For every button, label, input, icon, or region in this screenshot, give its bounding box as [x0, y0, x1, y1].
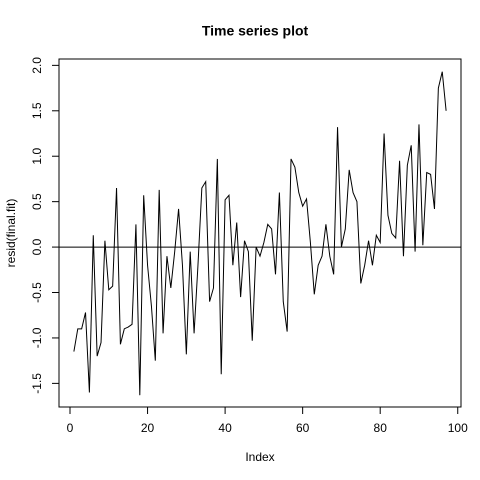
- plot-box: [58, 58, 462, 408]
- x-tick-label: 0: [67, 421, 74, 435]
- y-tick-label: 1.5: [30, 102, 44, 119]
- y-tick-label: -1.0: [30, 327, 44, 348]
- y-tick-label: 0.0: [30, 238, 44, 255]
- y-tick-label: 1.0: [30, 148, 44, 165]
- chart-title: Time series plot: [202, 23, 309, 39]
- y-tick-label: 0.5: [30, 193, 44, 210]
- x-tick-label: 60: [296, 421, 310, 435]
- x-tick-label: 80: [374, 421, 388, 435]
- series-line: [73, 71, 447, 396]
- y-tick-label: -1.5: [30, 373, 44, 394]
- y-tick-label: -0.5: [30, 282, 44, 303]
- x-axis-label: Index: [245, 450, 274, 464]
- y-axis-label: resid(final.fit): [4, 199, 18, 268]
- y-tick-label: 2.0: [30, 57, 44, 74]
- x-tick-label: 100: [448, 421, 468, 435]
- x-tick-label: 40: [218, 421, 232, 435]
- x-tick-label: 20: [141, 421, 155, 435]
